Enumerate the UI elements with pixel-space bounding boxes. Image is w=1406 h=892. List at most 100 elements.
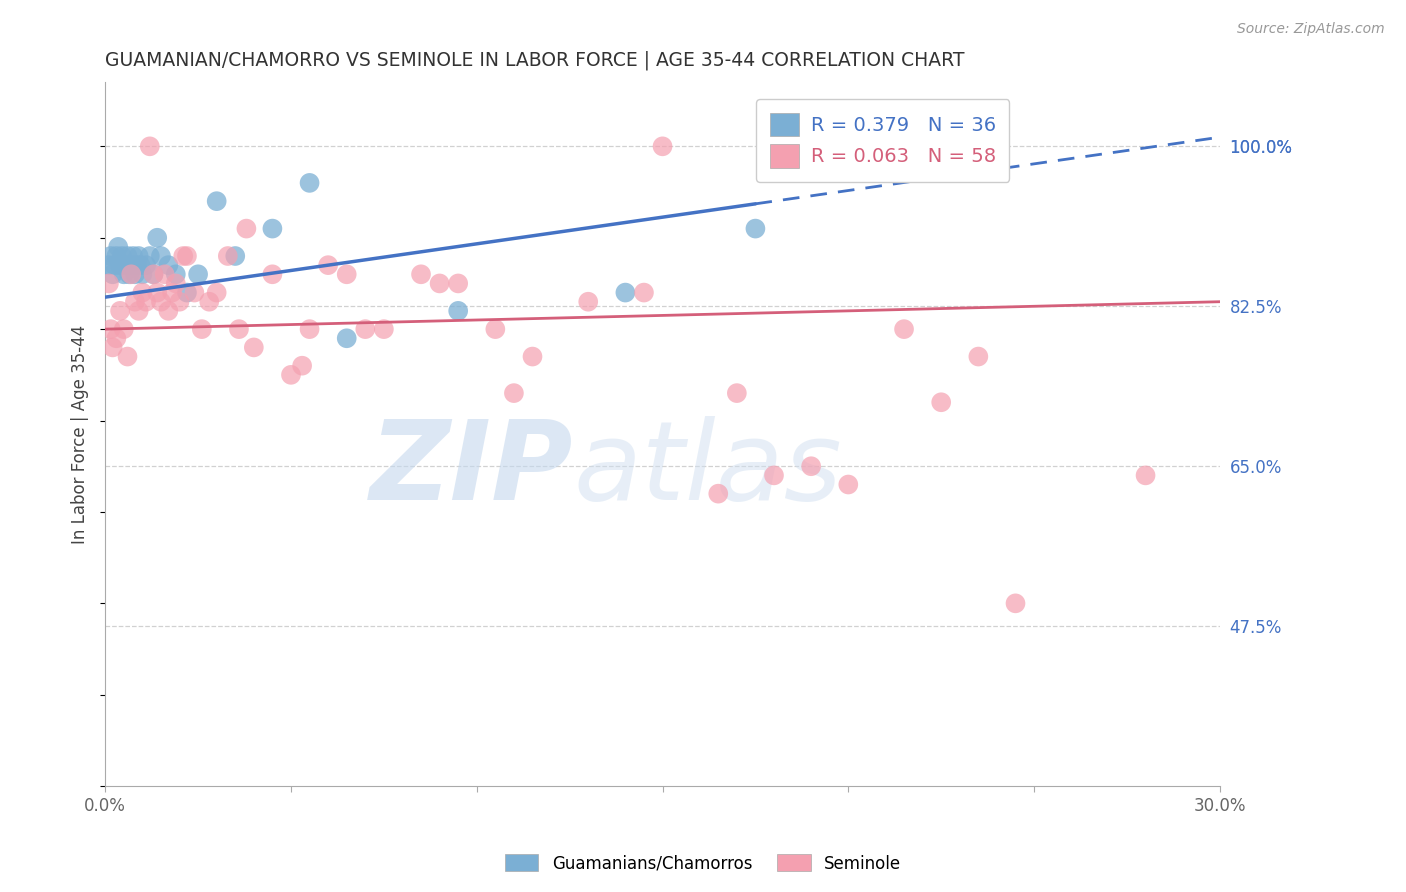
Point — [124, 268, 146, 282]
Point — [149, 249, 172, 263]
Point — [139, 139, 162, 153]
Point — [97, 258, 120, 272]
Point — [105, 249, 128, 263]
Point — [142, 268, 165, 282]
Point — [429, 277, 451, 291]
Point — [108, 258, 131, 272]
Point — [157, 303, 180, 318]
Point — [744, 221, 766, 235]
Point — [205, 285, 228, 300]
Point — [111, 249, 134, 263]
Point — [112, 268, 135, 282]
Point — [160, 285, 183, 300]
Point — [131, 285, 153, 300]
Point — [107, 240, 129, 254]
Point — [633, 285, 655, 300]
Point — [614, 285, 637, 300]
Point — [157, 258, 180, 272]
Point — [105, 331, 128, 345]
Point — [100, 249, 122, 263]
Point — [176, 249, 198, 263]
Point — [651, 139, 673, 153]
Text: GUAMANIAN/CHAMORRO VS SEMINOLE IN LABOR FORCE | AGE 35-44 CORRELATION CHART: GUAMANIAN/CHAMORRO VS SEMINOLE IN LABOR … — [105, 51, 965, 70]
Point — [108, 303, 131, 318]
Point — [191, 322, 214, 336]
Point — [114, 258, 136, 272]
Point — [176, 285, 198, 300]
Point — [122, 249, 145, 263]
Point — [373, 322, 395, 336]
Point — [128, 303, 150, 318]
Point — [837, 477, 859, 491]
Point — [336, 268, 359, 282]
Point — [522, 350, 544, 364]
Point — [117, 350, 139, 364]
Legend: Guamanians/Chamorros, Seminole: Guamanians/Chamorros, Seminole — [498, 847, 908, 880]
Point — [243, 340, 266, 354]
Point — [316, 258, 339, 272]
Point — [298, 176, 321, 190]
Point — [262, 221, 284, 235]
Point — [893, 322, 915, 336]
Point — [103, 258, 125, 272]
Point — [217, 249, 239, 263]
Point — [725, 386, 748, 401]
Point — [707, 486, 730, 500]
Point — [101, 268, 124, 282]
Point — [183, 285, 205, 300]
Point — [165, 268, 187, 282]
Point — [149, 294, 172, 309]
Point — [146, 285, 169, 300]
Legend: R = 0.379   N = 36, R = 0.063   N = 58: R = 0.379 N = 36, R = 0.063 N = 58 — [756, 99, 1010, 182]
Point — [131, 268, 153, 282]
Point — [169, 294, 191, 309]
Point — [112, 322, 135, 336]
Point — [1135, 468, 1157, 483]
Point — [967, 350, 990, 364]
Point — [117, 249, 139, 263]
Point — [172, 249, 194, 263]
Y-axis label: In Labor Force | Age 35-44: In Labor Force | Age 35-44 — [72, 325, 89, 544]
Point — [135, 294, 157, 309]
Point — [336, 331, 359, 345]
Point — [228, 322, 250, 336]
Point — [1004, 596, 1026, 610]
Point — [503, 386, 526, 401]
Point — [118, 268, 141, 282]
Text: ZIP: ZIP — [370, 416, 574, 523]
Point — [97, 277, 120, 291]
Point — [135, 258, 157, 272]
Point — [125, 258, 148, 272]
Point — [409, 268, 432, 282]
Point — [929, 395, 952, 409]
Point — [447, 303, 470, 318]
Point — [146, 231, 169, 245]
Text: Source: ZipAtlas.com: Source: ZipAtlas.com — [1237, 22, 1385, 37]
Point — [198, 294, 221, 309]
Point — [153, 268, 176, 282]
Point — [128, 249, 150, 263]
Point — [262, 268, 284, 282]
Point — [447, 277, 470, 291]
Point — [187, 268, 209, 282]
Point — [165, 277, 187, 291]
Point — [576, 294, 599, 309]
Point — [124, 294, 146, 309]
Point — [129, 258, 152, 272]
Point — [800, 459, 823, 474]
Point — [224, 249, 246, 263]
Point — [280, 368, 302, 382]
Point — [291, 359, 314, 373]
Point — [484, 322, 506, 336]
Point — [298, 322, 321, 336]
Text: atlas: atlas — [574, 416, 842, 523]
Point — [139, 249, 162, 263]
Point — [120, 258, 142, 272]
Point — [762, 468, 785, 483]
Point — [205, 194, 228, 209]
Point — [235, 221, 257, 235]
Point — [354, 322, 377, 336]
Point — [142, 268, 165, 282]
Point — [100, 322, 122, 336]
Point — [120, 268, 142, 282]
